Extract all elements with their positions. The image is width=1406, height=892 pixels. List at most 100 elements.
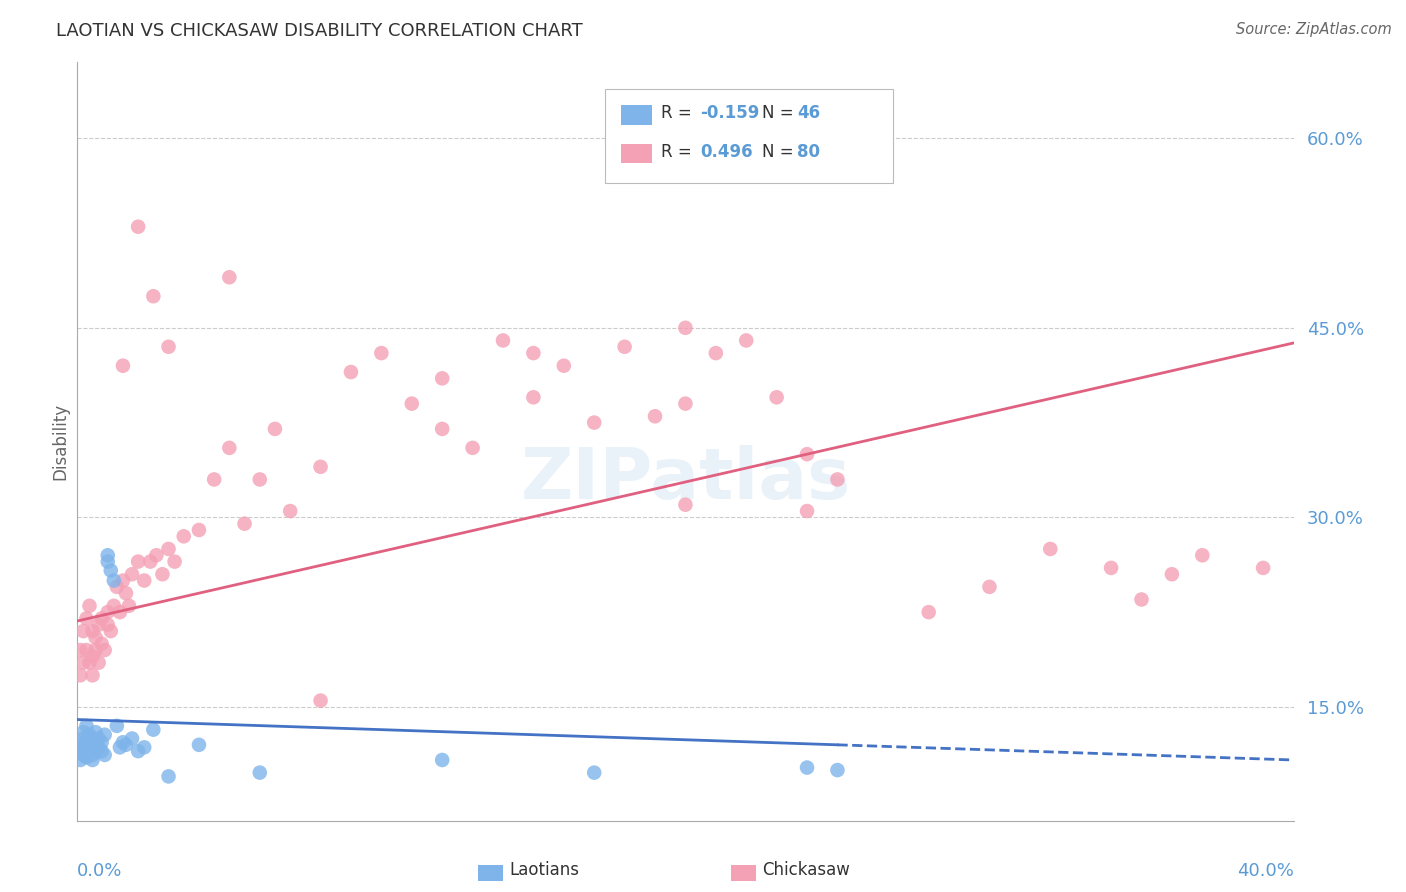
Point [72,740,94,755]
Point [90,637,112,651]
Point [105,719,128,733]
Point [75,643,97,657]
Point [827,763,849,777]
Point [87,617,110,632]
Point [97,617,120,632]
Point [72,731,94,746]
Point [796,504,818,518]
Text: N =: N = [762,143,799,161]
Point [827,473,849,487]
Point [115,738,138,752]
Point [82,740,104,755]
Point [163,555,186,569]
Point [979,580,1001,594]
Point [401,396,423,410]
Point [218,270,240,285]
Text: ZIPatlas: ZIPatlas [520,445,851,514]
Point [69,753,91,767]
Point [79,599,101,613]
Point [157,541,180,556]
Text: Chickasaw: Chickasaw [762,861,849,879]
Text: Source: ZipAtlas.com: Source: ZipAtlas.com [1236,22,1392,37]
Point [84,744,107,758]
Point [69,738,91,752]
Point [127,555,149,569]
Point [1191,548,1213,563]
Point [84,631,107,645]
Point [103,599,125,613]
Point [82,668,104,682]
Point [93,728,115,742]
Point [97,555,120,569]
Point [134,574,156,588]
Point [218,441,240,455]
Point [202,473,225,487]
Point [1099,561,1122,575]
Point [105,580,128,594]
Point [72,624,94,639]
Text: LAOTIAN VS CHICKASAW DISABILITY CORRELATION CHART: LAOTIAN VS CHICKASAW DISABILITY CORRELAT… [56,22,583,40]
Point [108,740,131,755]
Text: -0.159: -0.159 [700,104,759,122]
Text: R =: R = [661,104,697,122]
Point [103,574,125,588]
Point [918,605,941,619]
Point [87,656,110,670]
Text: 80: 80 [797,143,820,161]
Point [188,523,211,537]
Point [157,340,180,354]
Point [796,760,818,774]
Point [79,656,101,670]
Point [69,744,91,758]
Point [82,753,104,767]
Text: 46: 46 [797,104,820,122]
Text: 0.496: 0.496 [700,143,752,161]
Point [100,564,122,578]
Y-axis label: Disability: Disability [51,403,69,480]
Point [233,516,256,531]
Point [309,693,332,707]
Point [79,728,101,742]
Point [75,611,97,625]
Point [430,753,453,767]
Point [69,668,91,682]
Point [111,574,134,588]
Point [249,765,271,780]
Point [157,769,180,783]
Text: 0.0%: 0.0% [77,863,122,880]
Point [1251,561,1274,575]
Point [735,334,758,348]
Point [370,346,392,360]
Text: Laotians: Laotians [509,861,579,879]
Point [69,643,91,657]
Point [118,599,141,613]
Point [75,735,97,749]
Point [75,719,97,733]
Point [522,346,544,360]
Point [1039,541,1062,556]
Point [82,624,104,639]
Point [108,605,131,619]
Point [309,459,332,474]
Point [173,529,195,543]
Point [90,744,112,758]
Point [278,504,301,518]
Point [115,586,138,600]
Point [111,735,134,749]
Point [82,747,104,762]
Point [87,731,110,746]
Point [134,740,156,755]
Point [430,371,453,385]
Point [522,390,544,404]
Point [613,340,636,354]
Point [145,548,167,563]
Point [583,765,606,780]
Point [111,359,134,373]
Point [84,738,107,752]
Point [82,649,104,664]
Text: 40.0%: 40.0% [1237,863,1294,880]
Point [84,643,107,657]
Point [675,396,697,410]
Point [264,422,287,436]
Point [72,656,94,670]
